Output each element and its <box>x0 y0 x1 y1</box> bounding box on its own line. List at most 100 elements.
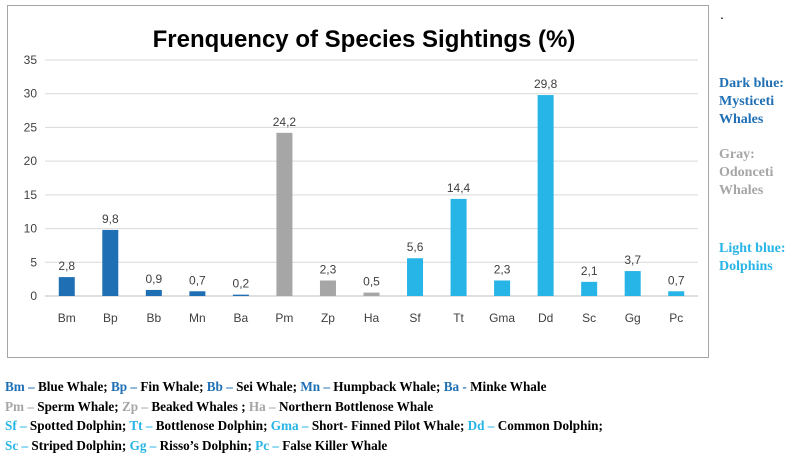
x-axis: Bm Bp Bb Mn Ba Pm Zp Ha Sf Tt Gma Dd Sc Gg Pc <box>58 311 683 325</box>
data-label: 0,7 <box>189 273 206 287</box>
x-tick-label: Zp <box>321 311 335 325</box>
data-label: 2,3 <box>494 262 511 276</box>
x-tick-label: Gma <box>489 311 515 325</box>
bar-chart: Frenquency of Species Sightings (%) 0 5 10… <box>24 26 698 325</box>
y-tick-label: 30 <box>24 87 38 101</box>
key-line: Pm – Sperm Whale; Zp – Beaked Whales ; H… <box>5 397 800 417</box>
species-code: Ha – <box>248 398 279 414</box>
species-name: Fin Whale; <box>140 379 207 394</box>
bar-sc <box>581 281 598 296</box>
data-label: 0,5 <box>363 275 380 289</box>
bar-bb <box>145 289 162 296</box>
data-label: 5,6 <box>407 240 424 254</box>
x-tick-label: Pm <box>275 311 293 325</box>
data-label: 29,8 <box>534 77 558 91</box>
corner-mark: . <box>720 6 724 22</box>
legend-line: Mysticeti <box>719 94 775 109</box>
species-name: Northern Bottlenose Whale <box>278 398 434 414</box>
bar-bp <box>102 229 119 296</box>
species-code: Pc – <box>255 437 283 453</box>
chart-area: Frenquency of Species Sightings (%) 0 5 10… <box>7 5 709 358</box>
bar-dd <box>537 95 554 296</box>
data-label: 2,3 <box>320 262 337 276</box>
key-line: Sc – Striped Dolphin; Gg – Risso’s Dolph… <box>5 436 800 456</box>
species-code: Pm – <box>5 398 38 414</box>
legend-line: Dolphins <box>719 259 773 274</box>
legend-line: Odonceti <box>719 165 774 180</box>
x-tick-label: Tt <box>453 311 464 325</box>
legend-mysticeti: Dark blue: Mysticeti Whales <box>719 75 784 129</box>
bar-mn <box>189 291 206 296</box>
legend-line: Whales <box>719 112 764 127</box>
x-tick-label: Dd <box>538 311 553 325</box>
legend-odonceti: Gray: Odonceti Whales <box>719 146 773 200</box>
species-name: Striped Dolphin; <box>31 437 130 453</box>
legend-line: Gray: <box>719 147 755 162</box>
species-name: Humpback Whale; <box>333 379 444 394</box>
species-code: Dd – <box>467 418 498 433</box>
species-name: Beaked Whales ; <box>151 398 249 414</box>
x-tick-label: Mn <box>189 311 206 325</box>
bar-ba <box>232 294 249 296</box>
data-label: 2,8 <box>58 259 75 273</box>
legend-line: Whales <box>719 183 764 198</box>
species-name: Spotted Dolphin; <box>29 418 130 433</box>
species-code: Bb – <box>206 379 237 394</box>
data-label: 9,8 <box>102 212 119 226</box>
species-name: Sperm Whale; <box>37 398 122 414</box>
chart-title: Frenquency of Species Sightings (%) <box>153 26 576 53</box>
species-name: Minke Whale <box>470 379 547 394</box>
y-tick-label: 5 <box>30 255 37 269</box>
y-tick-label: 20 <box>24 154 38 168</box>
gridlines <box>45 59 698 297</box>
legend-line: Light blue: <box>719 241 786 256</box>
species-code: Sc – <box>5 437 32 453</box>
y-tick-label: 10 <box>24 222 38 236</box>
species-name: Risso’s Dolphin; <box>159 437 256 453</box>
data-label: 24,2 <box>273 115 297 129</box>
data-label: 0,9 <box>145 272 162 286</box>
bar-tt <box>450 198 467 296</box>
species-code: Bp – <box>111 379 141 394</box>
x-tick-label: Bb <box>146 311 161 325</box>
species-name: Common Dolphin; <box>497 418 603 433</box>
y-tick-label: 15 <box>24 188 38 202</box>
species-code: Zp – <box>121 398 152 414</box>
key-line: Bm – Blue Whale; Bp – Fin Whale; Bb – Se… <box>5 377 800 397</box>
key-line: Sf – Spotted Dolphin; Tt – Bottlenose Do… <box>5 416 800 436</box>
bar-gma <box>494 280 511 296</box>
species-code: Bm – <box>5 379 38 394</box>
x-tick-label: Ba <box>234 311 249 325</box>
data-label: 0,2 <box>233 277 250 291</box>
species-code: Sf – <box>5 418 30 433</box>
species-code: Ba - <box>443 379 471 394</box>
data-label: 14,4 <box>447 181 471 195</box>
bars <box>58 95 685 296</box>
species-code: Gg – <box>129 437 160 453</box>
bar-zp <box>319 280 336 296</box>
species-name: Sei Whale; <box>236 379 301 394</box>
bar-gg <box>624 271 641 296</box>
bar-ha <box>363 292 380 296</box>
legend-dolphins: Light blue: Dolphins <box>719 240 786 276</box>
y-tick-label: 35 <box>24 53 38 67</box>
x-tick-label: Sc <box>582 311 596 325</box>
species-code: Mn – <box>300 379 334 394</box>
x-tick-label: Ha <box>364 311 380 325</box>
legend-line: Dark blue: <box>719 76 784 91</box>
bar-sf <box>407 258 424 296</box>
species-name: Bottlenose Dolphin; <box>155 418 271 433</box>
data-labels: 2,8 9,8 0,9 0,7 0,2 24,2 2,3 0,5 5,6 14,4 2,3 29,8 2… <box>58 77 684 291</box>
species-name: Blue Whale; <box>37 379 111 394</box>
data-label: 0,7 <box>668 273 685 287</box>
x-tick-label: Bp <box>103 311 118 325</box>
data-label: 2,1 <box>581 264 598 278</box>
x-tick-label: Sf <box>409 311 421 325</box>
bar-pc <box>668 291 685 296</box>
y-tick-label: 0 <box>30 289 37 303</box>
y-axis: 0 5 10 15 20 25 30 35 <box>24 53 38 303</box>
data-label: 3,7 <box>624 253 641 267</box>
species-code: Tt – <box>129 418 156 433</box>
species-key: Bm – Blue Whale; Bp – Fin Whale; Bb – Se… <box>5 377 800 455</box>
bar-bm <box>58 277 75 296</box>
